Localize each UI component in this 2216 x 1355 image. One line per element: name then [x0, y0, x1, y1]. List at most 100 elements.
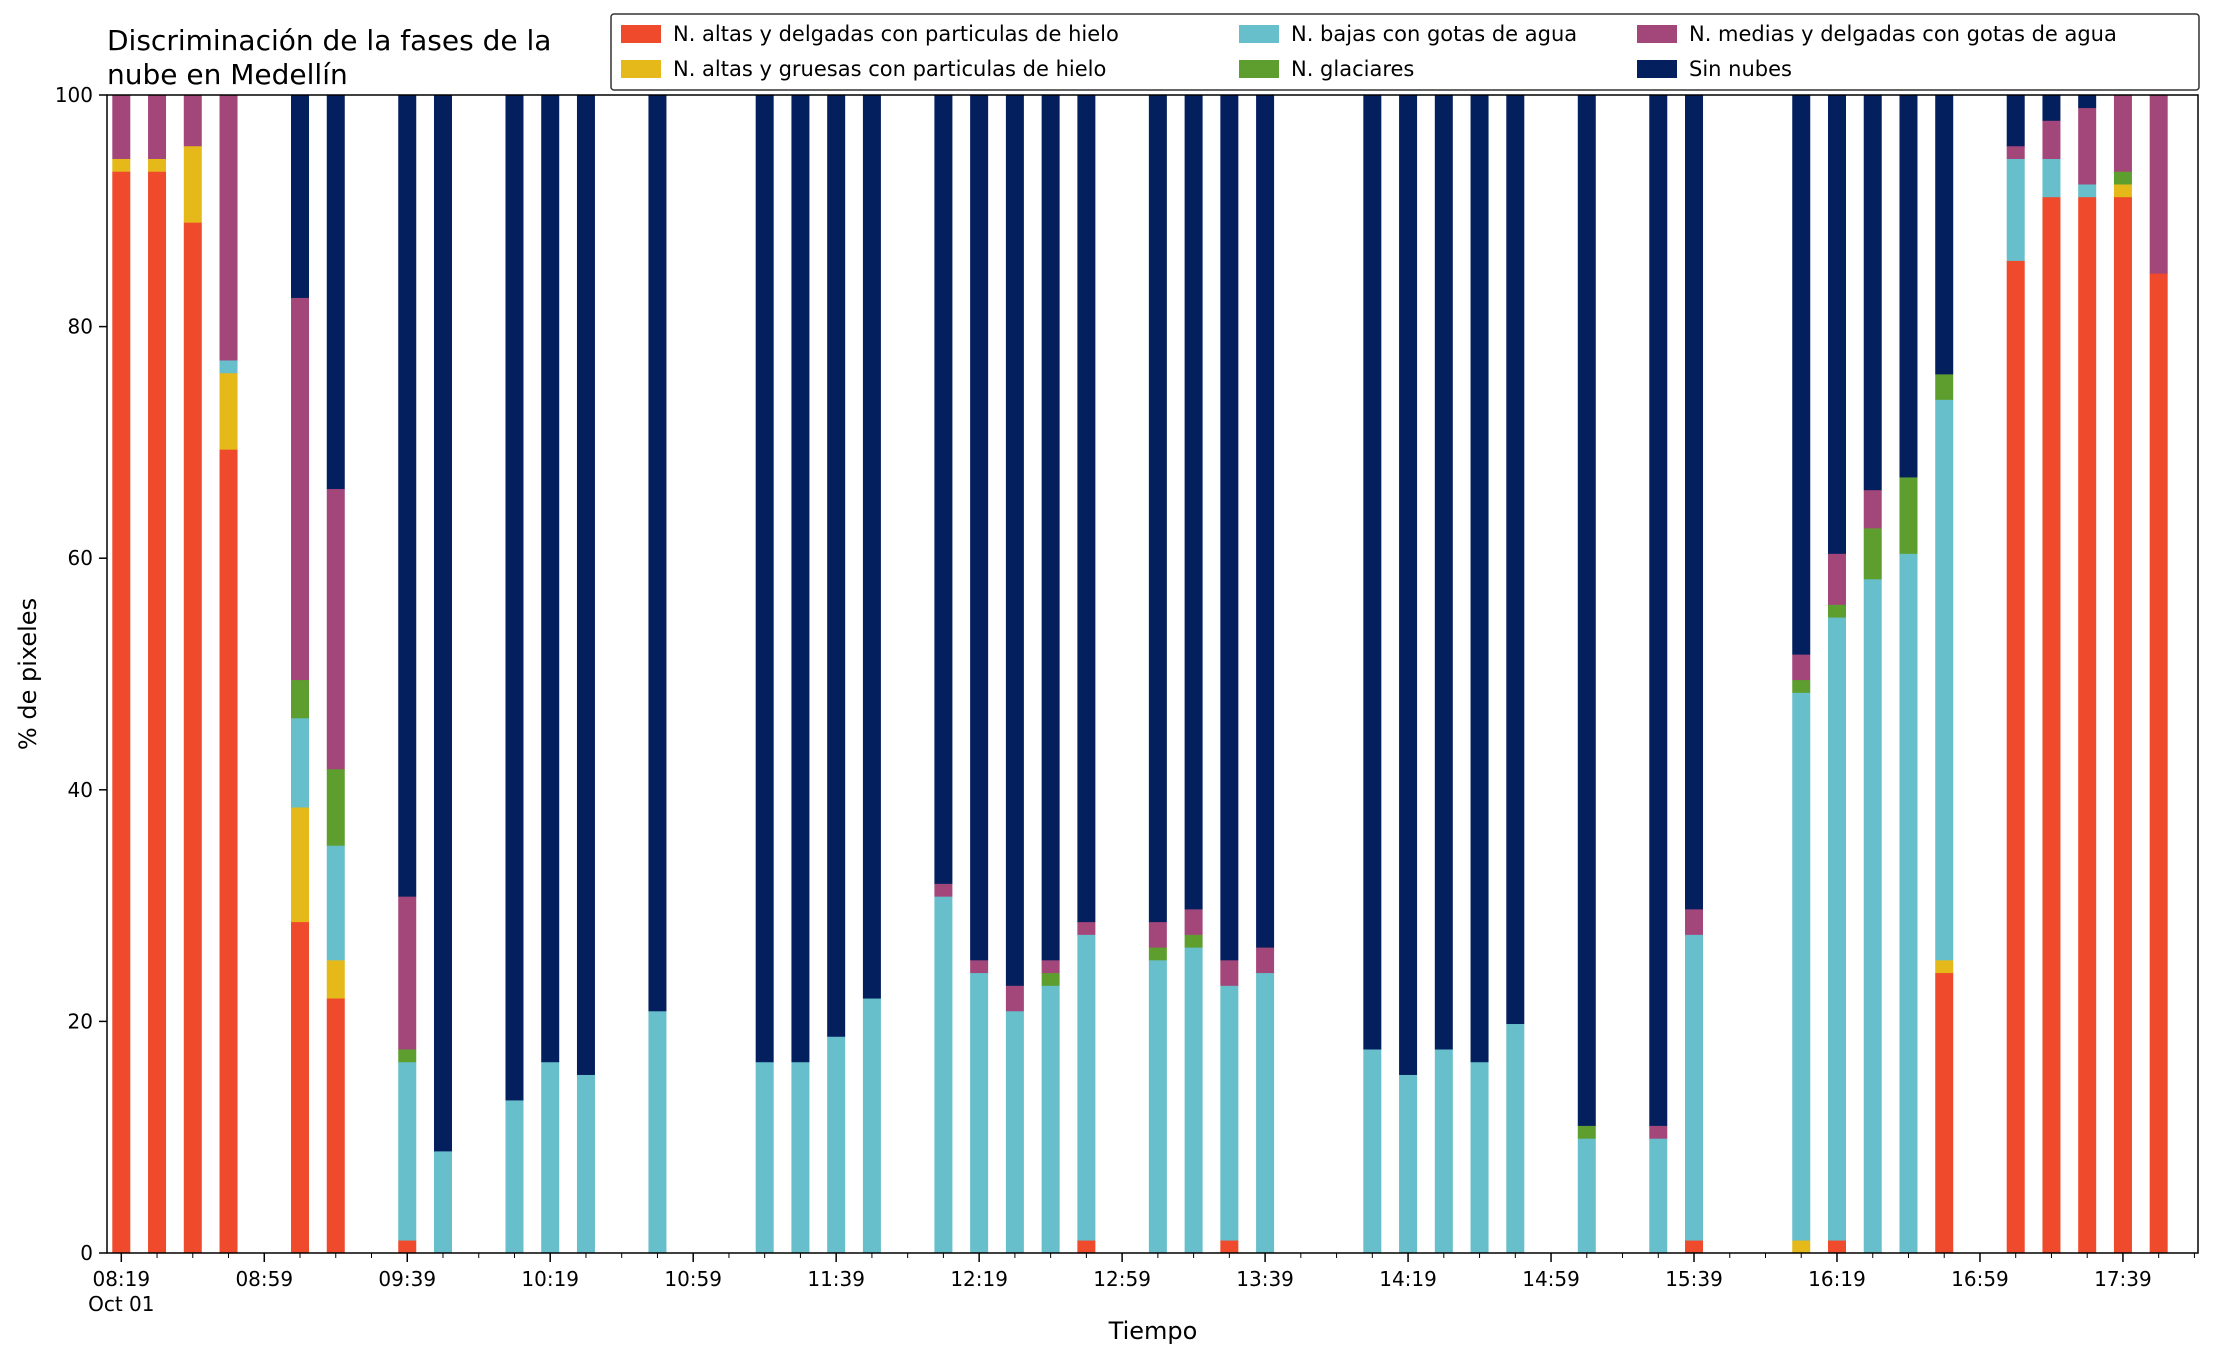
bar-medio_agua-1709: [2006, 145, 2025, 159]
bar-alto_delgado-0849: [219, 449, 238, 1254]
bar-medio_agua-0939: [398, 896, 417, 1050]
bar-glaciar-0909: [291, 679, 310, 719]
bar-sin_nubes-1209: [934, 95, 953, 884]
bar-bajo_agua-1439: [1470, 1061, 1489, 1254]
bar-sin_nubes-1119: [755, 95, 774, 1063]
bar-glaciar-1509: [1577, 1125, 1596, 1139]
bar-sin_nubes-1709: [2006, 95, 2025, 147]
bar-sin_nubes-1429: [1434, 95, 1453, 1050]
bar-medio_agua-1329: [1220, 960, 1239, 986]
bar-glaciar-1609: [1792, 679, 1811, 693]
bar-alto_grueso-0849: [219, 372, 238, 450]
bar-alto_delgado-0939: [398, 1240, 417, 1254]
x-tick-label: 12:59: [1093, 1267, 1151, 1291]
bar-sin_nubes-1619: [1827, 95, 1846, 554]
x-tick-label: 16:19: [1808, 1267, 1866, 1291]
bar-bajo_agua-1639: [1899, 553, 1918, 1254]
bar-medio_agua-1539: [1685, 909, 1704, 935]
bar-sin_nubes-1339: [1256, 95, 1275, 948]
y-tick-label: 60: [68, 546, 93, 570]
bar-bajo_agua-1619: [1827, 617, 1846, 1241]
bar-medio_agua-1619: [1827, 553, 1846, 605]
bar-alto_delgado-1719: [2042, 196, 2061, 1254]
bar-bajo_agua-1449: [1506, 1023, 1525, 1254]
bar-sin_nubes-1449: [1506, 95, 1525, 1025]
bar-medio_agua-1239: [1041, 960, 1060, 974]
bar-bajo_agua-1709: [2006, 158, 2025, 261]
x-tick-label: 15:39: [1665, 1267, 1723, 1291]
legend-swatch-alto_grueso: [621, 60, 661, 78]
bar-medio_agua-0839: [183, 95, 202, 147]
x-tick-label: 09:39: [378, 1267, 436, 1291]
x-tick-label: 08:19: [92, 1267, 150, 1291]
x-tick-label: 10:59: [664, 1267, 722, 1291]
bar-medio_agua-1719: [2042, 120, 2061, 159]
bar-alto_grueso-1649: [1935, 960, 1954, 974]
bar-bajo_agua-1139: [827, 1036, 846, 1254]
bar-glaciar-0919: [326, 768, 345, 846]
bar-alto_delgado-0829: [148, 171, 167, 1254]
legend-label-bajo_agua: N. bajas con gotas de agua: [1291, 22, 1577, 46]
bar-sin_nubes-1439: [1470, 95, 1489, 1063]
bar-bajo_agua-1629: [1863, 579, 1882, 1254]
bar-sin_nubes-1139: [827, 95, 846, 1037]
bar-sin_nubes-1009: [505, 95, 524, 1101]
bar-alto_grueso-0919: [326, 960, 345, 999]
bar-sin_nubes-1049: [648, 95, 667, 1012]
bar-alto_grueso-0909: [291, 807, 310, 923]
bar-alto_grueso-1739: [2113, 184, 2132, 198]
bar-sin_nubes-1539: [1685, 95, 1704, 910]
bar-medio_agua-0829: [148, 95, 167, 159]
bar-medio_agua-1339: [1256, 947, 1275, 974]
bar-medio_agua-1249: [1077, 921, 1096, 935]
bar-medio_agua-1219: [970, 960, 989, 974]
bar-bajo_agua-1229: [1005, 1010, 1024, 1254]
bar-bajo_agua-1209: [934, 896, 953, 1254]
bar-bajo_agua-1009: [505, 1100, 524, 1254]
bar-bajo_agua-1029: [576, 1074, 595, 1254]
bar-sin_nubes-1639: [1899, 95, 1918, 478]
x-tick-label: 13:39: [1236, 1267, 1294, 1291]
bar-glaciar-1739: [2113, 171, 2132, 185]
y-axis: 0 20 40 60 80 100: [55, 83, 107, 1265]
bar-medio_agua-1739: [2113, 95, 2132, 172]
bar-medio_agua-1609: [1792, 654, 1811, 681]
bar-medio_agua-0919: [326, 488, 345, 770]
bar-medio_agua-1309: [1148, 921, 1167, 948]
bar-sin_nubes-1229: [1005, 95, 1024, 986]
bar-sin_nubes-1729: [2078, 95, 2097, 109]
bar-bajo_agua-1419: [1399, 1074, 1418, 1254]
legend-swatch-bajo_agua: [1239, 25, 1279, 43]
bar-medio_agua-1319: [1184, 909, 1203, 935]
bar-sin_nubes-1629: [1863, 95, 1882, 491]
bar-bajo_agua-0909: [291, 718, 310, 808]
bar-alto_delgado-1649: [1935, 972, 1954, 1254]
y-tick-label: 40: [68, 778, 93, 802]
bar-bajo_agua-1509: [1577, 1138, 1596, 1254]
x-tick-label: 14:59: [1522, 1267, 1580, 1291]
bar-alto_grueso-0829: [148, 158, 167, 172]
bar-bajo_agua-1309: [1148, 960, 1167, 1254]
bar-sin_nubes-1219: [970, 95, 989, 961]
bar-alto_delgado-1619: [1827, 1240, 1846, 1254]
bar-medio_agua-1749: [2149, 95, 2168, 274]
legend-label-sin_nubes: Sin nubes: [1689, 57, 1792, 81]
bar-bajo_agua-0949: [433, 1151, 452, 1254]
legend-swatch-glaciar: [1239, 60, 1279, 78]
bar-bajo_agua-1239: [1041, 985, 1060, 1254]
bar-bajo_agua-1249: [1077, 934, 1096, 1241]
x-tick-label: 11:39: [807, 1267, 865, 1291]
bar-glaciar-1629: [1863, 528, 1882, 580]
bar-bajo_agua-1339: [1256, 972, 1275, 1254]
bar-alto_grueso-1609: [1792, 1240, 1811, 1254]
legend-swatch-medio_agua: [1637, 25, 1677, 43]
x-tick-label: 17:39: [2094, 1267, 2152, 1291]
legend-box: [610, 13, 2200, 91]
bar-sin_nubes-1419: [1399, 95, 1418, 1075]
bar-bajo_agua-1019: [541, 1061, 560, 1254]
bar-sin_nubes-1309: [1148, 95, 1167, 923]
bar-alto_delgado-1729: [2078, 196, 2097, 1254]
bar-bajo_agua-1429: [1434, 1049, 1453, 1254]
